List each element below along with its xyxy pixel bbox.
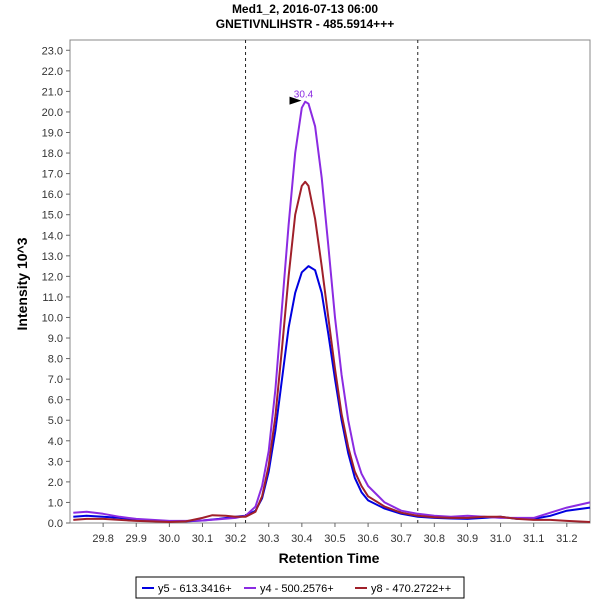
y-tick-label: 9.0 bbox=[48, 333, 63, 345]
peak-marker-icon bbox=[289, 96, 302, 105]
y-tick-label: 16.0 bbox=[42, 189, 63, 201]
plot-area bbox=[69, 39, 591, 524]
y-tick-label: 19.0 bbox=[42, 127, 63, 139]
y-tick-label: 22.0 bbox=[42, 66, 63, 78]
y-tick-label: 21.0 bbox=[42, 86, 63, 98]
chart-title: Med1_2, 2016-07-13 06:00 bbox=[232, 2, 378, 16]
x-tick-label: 30.9 bbox=[457, 533, 478, 545]
y-tick-label: 6.0 bbox=[48, 395, 63, 407]
x-tick-label: 31.2 bbox=[556, 533, 577, 545]
y-tick-label: 0.0 bbox=[48, 518, 63, 530]
x-tick-label: 29.8 bbox=[92, 533, 113, 545]
y-tick-label: 23.0 bbox=[42, 45, 63, 57]
x-tick-label: 30.4 bbox=[291, 533, 312, 545]
y-tick-label: 5.0 bbox=[48, 415, 63, 427]
x-tick-label: 30.7 bbox=[390, 533, 411, 545]
y-tick-label: 14.0 bbox=[42, 230, 63, 242]
x-tick-label: 30.6 bbox=[357, 533, 378, 545]
integration-bounds bbox=[245, 40, 419, 523]
x-tick-label: 30.3 bbox=[258, 533, 279, 545]
y-tick-label: 7.0 bbox=[48, 374, 63, 386]
x-tick-label: 31.0 bbox=[490, 533, 511, 545]
y-axis: 0.0 1.0 2.0 3.0 4.0 5.0 6.0 7.0 8.0 9.0 10.0 11.0 12… bbox=[42, 45, 70, 530]
legend-box bbox=[135, 576, 465, 599]
y-tick-label: 20.0 bbox=[42, 107, 63, 119]
y-tick-label: 12.0 bbox=[42, 271, 63, 283]
y-tick-label: 2.0 bbox=[48, 477, 63, 489]
y-tick-label: 1.0 bbox=[48, 497, 63, 509]
y-tick-label: 15.0 bbox=[42, 210, 63, 222]
y-tick-label: 4.0 bbox=[48, 436, 63, 448]
x-tick-label: 31.1 bbox=[523, 533, 544, 545]
x-tick-label: 30.1 bbox=[192, 533, 213, 545]
legend: y5 - 613.3416+ y4 - 500.2576+ y8 - 470.272… bbox=[135, 576, 465, 599]
peak-annotation: 30.4 bbox=[289, 90, 314, 105]
x-tick-label: 30.5 bbox=[324, 533, 345, 545]
y-tick-label: 11.0 bbox=[42, 292, 63, 304]
legend-label-2: y4 - 500.2576+ bbox=[260, 583, 334, 595]
series-line-3 bbox=[73, 180, 591, 523]
x-axis: 29.8 29.9 30.0 30.1 30.2 30.3 30.4 30.5 30.6 30.7… bbox=[92, 523, 578, 545]
x-axis-title: Retention Time bbox=[279, 550, 380, 566]
peak-label: 30.4 bbox=[294, 90, 314, 101]
x-tick-label: 29.9 bbox=[126, 533, 147, 545]
series-lines bbox=[73, 100, 591, 523]
legend-label-1: y5 - 613.3416+ bbox=[158, 583, 232, 595]
y-axis-title: Intensity 10^3 bbox=[14, 237, 30, 330]
x-tick-label: 30.2 bbox=[225, 533, 246, 545]
x-tick-label: 30.0 bbox=[159, 533, 180, 545]
y-tick-label: 13.0 bbox=[42, 251, 63, 263]
legend-label-3: y8 - 470.2722++ bbox=[371, 583, 451, 595]
y-tick-label: 17.0 bbox=[42, 169, 63, 181]
y-tick-label: 8.0 bbox=[48, 354, 63, 366]
y-tick-label: 3.0 bbox=[48, 456, 63, 468]
chart-subtitle: GNETIVNLIHSTR - 485.5914+++ bbox=[216, 17, 394, 31]
y-tick-label: 10.0 bbox=[42, 312, 63, 324]
y-tick-label: 18.0 bbox=[42, 148, 63, 160]
x-tick-label: 30.8 bbox=[424, 533, 445, 545]
